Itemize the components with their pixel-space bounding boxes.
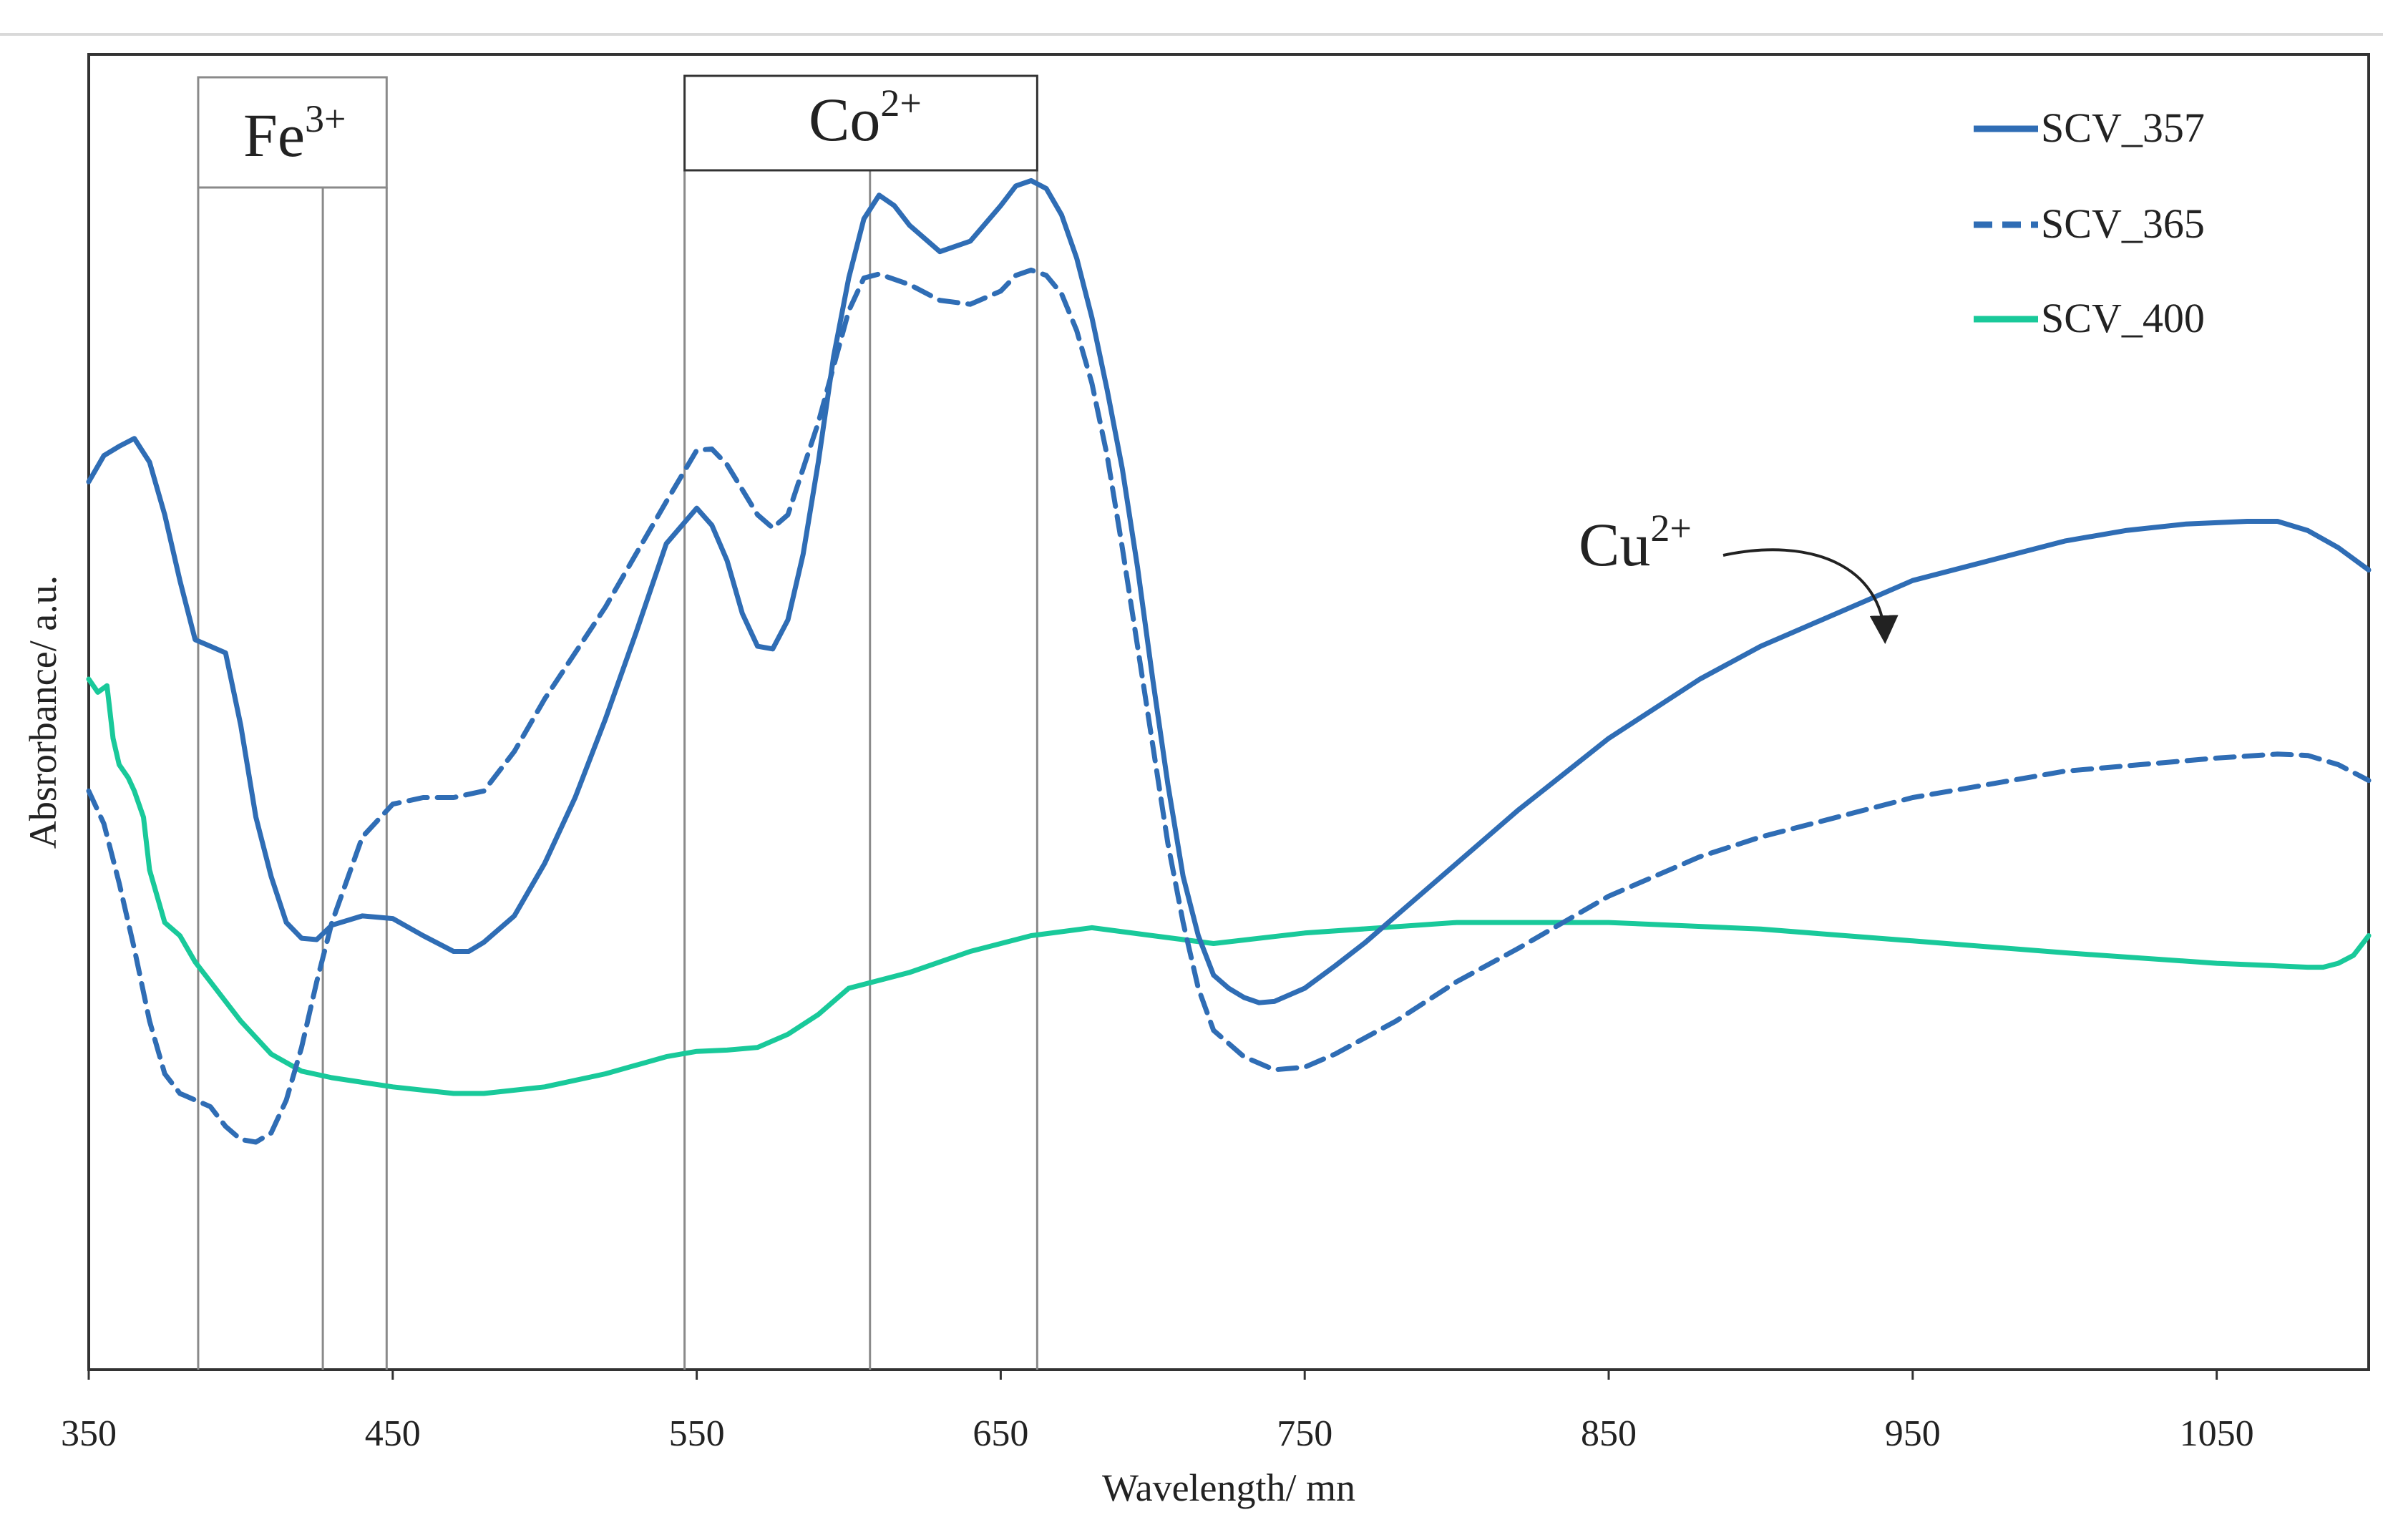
series-layer: [86, 177, 2372, 1145]
fe3-label-box: [197, 76, 388, 189]
legend-label-scv-400: SCV_400: [2041, 295, 2205, 341]
co2-label-sup: 2+: [880, 82, 921, 125]
co2-label-box: [683, 74, 1038, 172]
x-tick-label-350: 350: [61, 1413, 117, 1454]
fe3-label-sup: 3+: [305, 97, 346, 140]
legend-label-scv-365: SCV_365: [2041, 200, 2205, 247]
x-tick-label-550: 550: [669, 1413, 725, 1454]
cu2-label-base: Cu: [1579, 510, 1650, 579]
series-line-scv-357: [86, 177, 2372, 1005]
fe3-label-base: Fe: [243, 101, 305, 170]
x-tick-label-750: 750: [1277, 1413, 1332, 1454]
legend-label-scv-357: SCV_357: [2041, 104, 2205, 151]
cu2-arrow: [1722, 548, 1899, 644]
x-axis-title: Wavelength/ mn: [1102, 1466, 1355, 1509]
series-line-scv-400: [86, 676, 2372, 1096]
x-tick-label-650: 650: [973, 1413, 1028, 1454]
x-tick-label-450: 450: [365, 1413, 421, 1454]
cu2-label: Cu2+: [1579, 507, 1692, 579]
co2-label-base: Co: [809, 85, 880, 154]
co2-label: Co2+: [809, 82, 922, 154]
x-axis-ticks: 350 450 550 650 750 850 950 1050: [61, 1370, 2254, 1454]
fe3-label: Fe3+: [243, 97, 346, 170]
x-tick-label-850: 850: [1581, 1413, 1637, 1454]
y-axis-title: Absrorbance/ a.u.: [21, 575, 64, 849]
plot-frame: [87, 53, 2370, 1371]
x-tick-label-950: 950: [1885, 1413, 1941, 1454]
series-line-scv-365: [86, 267, 2372, 1145]
ion-label-boxes: [197, 74, 1038, 189]
x-tick-label-1050: 1050: [2180, 1413, 2254, 1454]
cu2-label-sup: 2+: [1650, 507, 1691, 550]
reference-lines: [197, 170, 1038, 1370]
legend: SCV_357 SCV_365 SCV_400: [1974, 104, 2205, 341]
